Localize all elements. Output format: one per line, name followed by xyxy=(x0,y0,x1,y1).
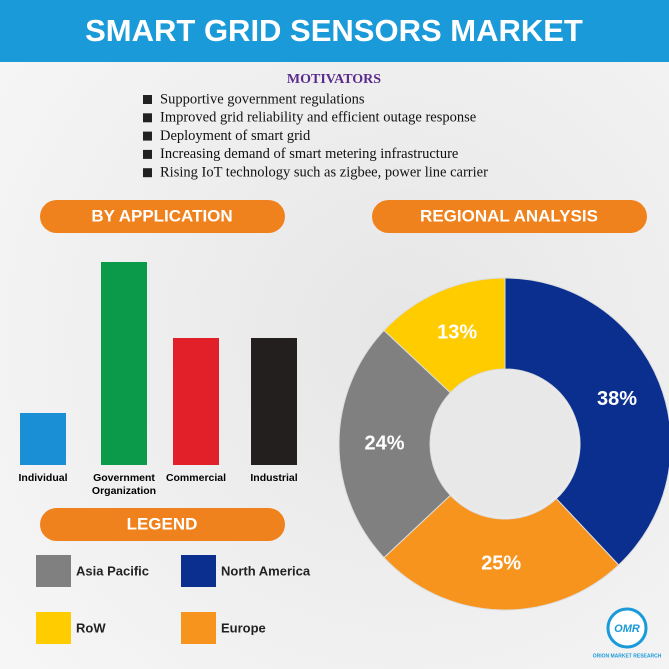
bar xyxy=(101,262,147,465)
motivator: Improved grid reliability and efficient … xyxy=(160,110,476,126)
header-band xyxy=(0,0,669,62)
logo-mark: OMR xyxy=(614,623,640,635)
data-label: 38% xyxy=(597,388,637,410)
motivator: Rising IoT technology such as zigbee, po… xyxy=(160,165,488,181)
x-tick-label: Individual xyxy=(18,472,67,484)
legend-label: North America xyxy=(221,563,311,578)
legend-swatch xyxy=(181,612,216,644)
legend-label: Asia Pacific xyxy=(76,563,149,578)
logo xyxy=(606,607,648,649)
legend-label: Europe xyxy=(221,620,266,635)
legend-swatch xyxy=(181,555,216,587)
bar-title: BY APPLICATION xyxy=(91,206,232,225)
motivator: Supportive government regulations xyxy=(160,91,365,107)
motivator: Increasing demand of smart metering infr… xyxy=(160,146,458,162)
legend-label: RoW xyxy=(76,620,106,635)
bar xyxy=(20,413,66,465)
pill xyxy=(40,200,285,233)
donut-slice xyxy=(504,277,669,566)
legend-title: LEGEND xyxy=(127,514,198,533)
bar xyxy=(251,338,297,465)
donut-slice xyxy=(383,494,620,611)
bullet xyxy=(143,131,152,141)
motivator: Deployment of smart grid xyxy=(160,128,311,144)
x-tick-label: Commercial xyxy=(166,472,226,484)
legend-swatch xyxy=(36,555,71,587)
x-tick-label: Industrial xyxy=(250,472,297,484)
title: SMART GRID SENSORS MARKET xyxy=(85,13,583,48)
bullet xyxy=(143,95,152,104)
pill xyxy=(40,508,285,541)
data-label: 25% xyxy=(481,553,521,575)
donut-slice xyxy=(338,329,452,559)
pie-title: REGIONAL ANALYSIS xyxy=(420,206,598,225)
pill xyxy=(372,200,647,233)
data-label: 24% xyxy=(364,432,404,454)
logo-name: ORION MARKET RESEARCH xyxy=(593,653,662,659)
legend-swatch xyxy=(36,612,71,644)
bullet xyxy=(143,113,152,123)
data-label: 13% xyxy=(437,322,477,344)
x-tick-label: Government Organization xyxy=(92,472,156,497)
donut-hole xyxy=(432,371,578,517)
motivators-heading: MOTIVATORS xyxy=(287,72,381,87)
bar xyxy=(173,338,219,465)
bullet xyxy=(143,168,152,178)
donut-slice xyxy=(383,277,506,394)
bullet xyxy=(143,149,152,159)
